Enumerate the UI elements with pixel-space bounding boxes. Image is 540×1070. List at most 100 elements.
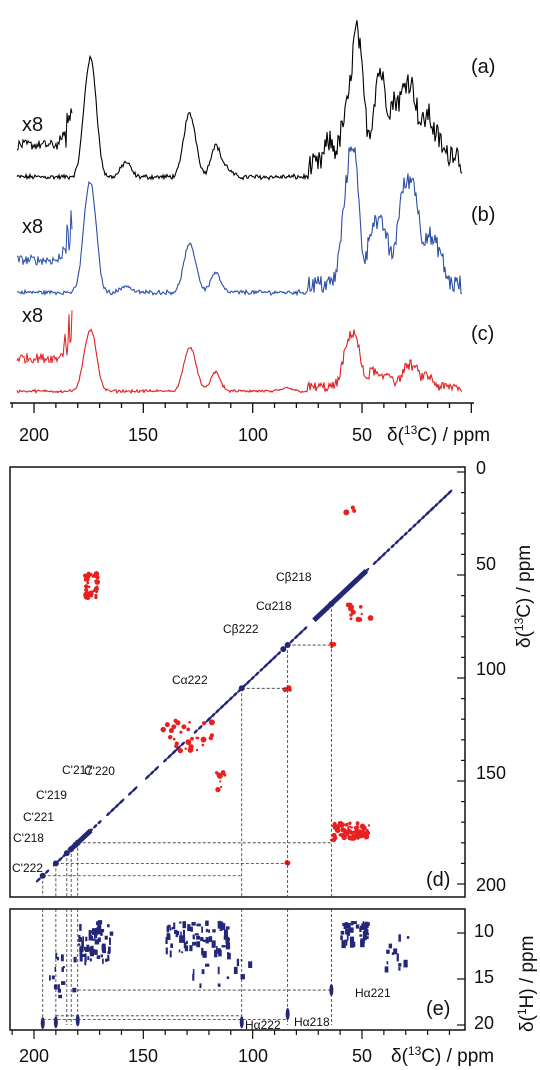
cross-peak-contour [332, 642, 336, 646]
e-contour [346, 935, 349, 941]
spectrum-trace-a [16, 20, 463, 181]
bottom-x-tick-label-200: 200 [19, 1046, 49, 1066]
cross-peak-contour [96, 585, 99, 588]
cross-peak-contour [341, 832, 346, 837]
cross-peak-contour [171, 724, 177, 730]
e-contour [227, 952, 231, 960]
e-contour [342, 922, 345, 927]
e-contour [96, 955, 101, 959]
e-contour [84, 953, 87, 962]
diagonal-contour [118, 798, 125, 805]
e-contour [345, 928, 348, 935]
e-contour [349, 927, 354, 933]
e-contour [360, 925, 365, 931]
label-c222: C'222 [12, 861, 43, 875]
diagonal-contour [232, 692, 238, 697]
diagonal-band [312, 569, 369, 623]
label-ca222: Cα222 [172, 673, 208, 687]
diagonal-contour [127, 791, 133, 796]
e-contour [165, 936, 168, 944]
e-contour [214, 949, 218, 958]
e-contour [187, 924, 191, 932]
e-contour [360, 939, 365, 948]
e-contour [94, 949, 98, 955]
e-contour [355, 924, 360, 929]
e-y-tick-label-20: 20 [474, 1013, 494, 1033]
e-contour [102, 958, 104, 964]
e-contour [364, 932, 370, 936]
e-contour [100, 929, 103, 936]
e-contour [351, 941, 356, 947]
e-contour [199, 983, 202, 989]
e-contour [362, 921, 365, 927]
diagonal-contour [250, 675, 256, 681]
e-contour [226, 976, 230, 979]
top-x-tick-label-100: 100 [238, 425, 268, 445]
e-contour [384, 966, 389, 973]
e-contour [62, 966, 65, 969]
e-contour [84, 958, 87, 966]
e-contour [182, 921, 187, 929]
e-contour [196, 923, 201, 927]
e-contour [101, 943, 106, 947]
d-y-tick-label-150: 150 [476, 763, 506, 783]
d-y-tick-label-100: 100 [476, 659, 506, 679]
cross-peak-contour [188, 721, 191, 724]
e-contour [170, 943, 173, 948]
e-contour [216, 945, 218, 951]
e-contour [96, 922, 99, 926]
spectra-traces [16, 20, 463, 395]
label-cb222: Cβ222 [223, 622, 259, 636]
cross-peak-contour [201, 743, 205, 747]
cross-peak-contour [357, 832, 363, 839]
panel-e-guides [42, 909, 332, 1025]
bottom-x-tick-label-150: 150 [128, 1046, 158, 1066]
cross-peak-contour [200, 736, 207, 743]
cross-peak-contour [285, 860, 291, 866]
e-contour [166, 926, 170, 933]
bottom-x-tick-label-100: 100 [238, 1046, 268, 1066]
e-contour [56, 956, 60, 961]
cross-peak-contour [168, 727, 174, 734]
e-contour [191, 922, 196, 926]
d-y-axis-label: δ(13C) / ppm [512, 545, 535, 648]
label-ha221: Hα221 [355, 986, 391, 1000]
cross-peak-contour [184, 747, 187, 750]
diagonal-contour [205, 716, 213, 723]
label-ca218: Cα218 [256, 599, 292, 613]
diagonal-contour [215, 708, 221, 714]
e-contour [61, 981, 66, 985]
cross-peak-contour [339, 822, 345, 828]
e-contour [103, 948, 106, 954]
e-contour [61, 967, 64, 972]
e-contour [80, 945, 83, 951]
e-contour [248, 961, 253, 968]
e-contour [205, 928, 208, 933]
cross-peak-contour [172, 737, 176, 741]
cross-peak-contour [164, 722, 170, 728]
e-contour [396, 953, 399, 962]
e-contour [204, 963, 210, 967]
diagonal-contour [57, 856, 63, 862]
e-contour [51, 975, 55, 980]
e-contour [217, 920, 222, 929]
d-y-tick-label-200: 200 [476, 875, 506, 895]
e-contour [386, 961, 389, 965]
cross-peak-contour [355, 825, 360, 830]
e-contour [79, 955, 83, 962]
e-contour [169, 927, 172, 931]
diagonal-peak [280, 646, 287, 653]
cross-peak-contour [355, 616, 361, 623]
e-contour [108, 937, 111, 945]
diagonal-contour [386, 548, 391, 553]
cross-peak-contour [195, 736, 198, 740]
cross-peak-contour [94, 595, 98, 600]
diagonal-contour [424, 510, 431, 517]
e-contour [217, 966, 220, 975]
diagonal-contour [97, 820, 102, 825]
e-contour [236, 958, 240, 967]
e-contour [398, 967, 401, 971]
top-x-axis-label: δ(13C) / ppm [387, 423, 490, 446]
diagonal-contour [403, 531, 408, 536]
panel-d-frame [9, 466, 466, 898]
